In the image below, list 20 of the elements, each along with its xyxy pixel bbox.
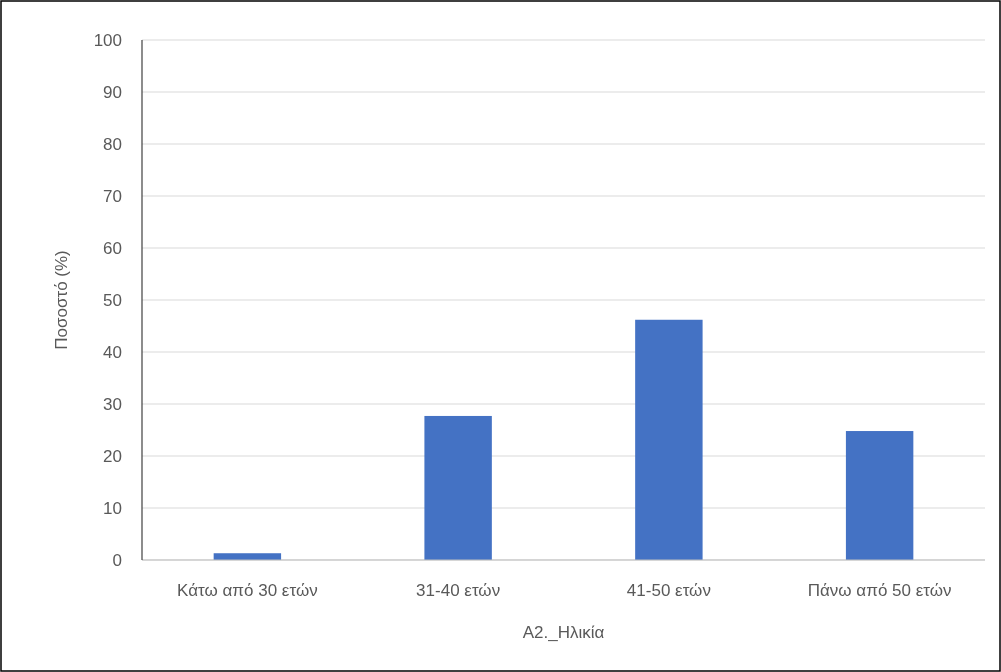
y-tick-label: 20 [103, 446, 122, 466]
x-tick-label: 41-50 ετών [626, 581, 711, 600]
y-tick-label: 80 [103, 134, 122, 154]
y-tick-label: 50 [103, 290, 122, 310]
y-tick-label: 70 [103, 186, 122, 206]
y-tick-label: 30 [103, 394, 122, 414]
y-tick-label: 60 [103, 238, 122, 258]
y-tick-label: 0 [112, 550, 122, 570]
x-axis-title: A2._Ηλικία [522, 623, 605, 642]
y-tick-label: 10 [103, 498, 122, 518]
x-tick-label: 31-40 ετών [416, 581, 501, 600]
bar [845, 431, 914, 560]
bar [424, 415, 492, 560]
y-tick-label: 40 [103, 342, 122, 362]
bar [635, 319, 703, 560]
x-tick-label: Πάνω από 50 ετών [807, 581, 952, 600]
x-tick-label: Κάτω από 30 ετών [177, 581, 318, 600]
y-tick-label: 100 [93, 30, 122, 50]
y-tick-label: 90 [103, 82, 122, 102]
y-axis-title: Ποσοστό (%) [52, 250, 71, 350]
